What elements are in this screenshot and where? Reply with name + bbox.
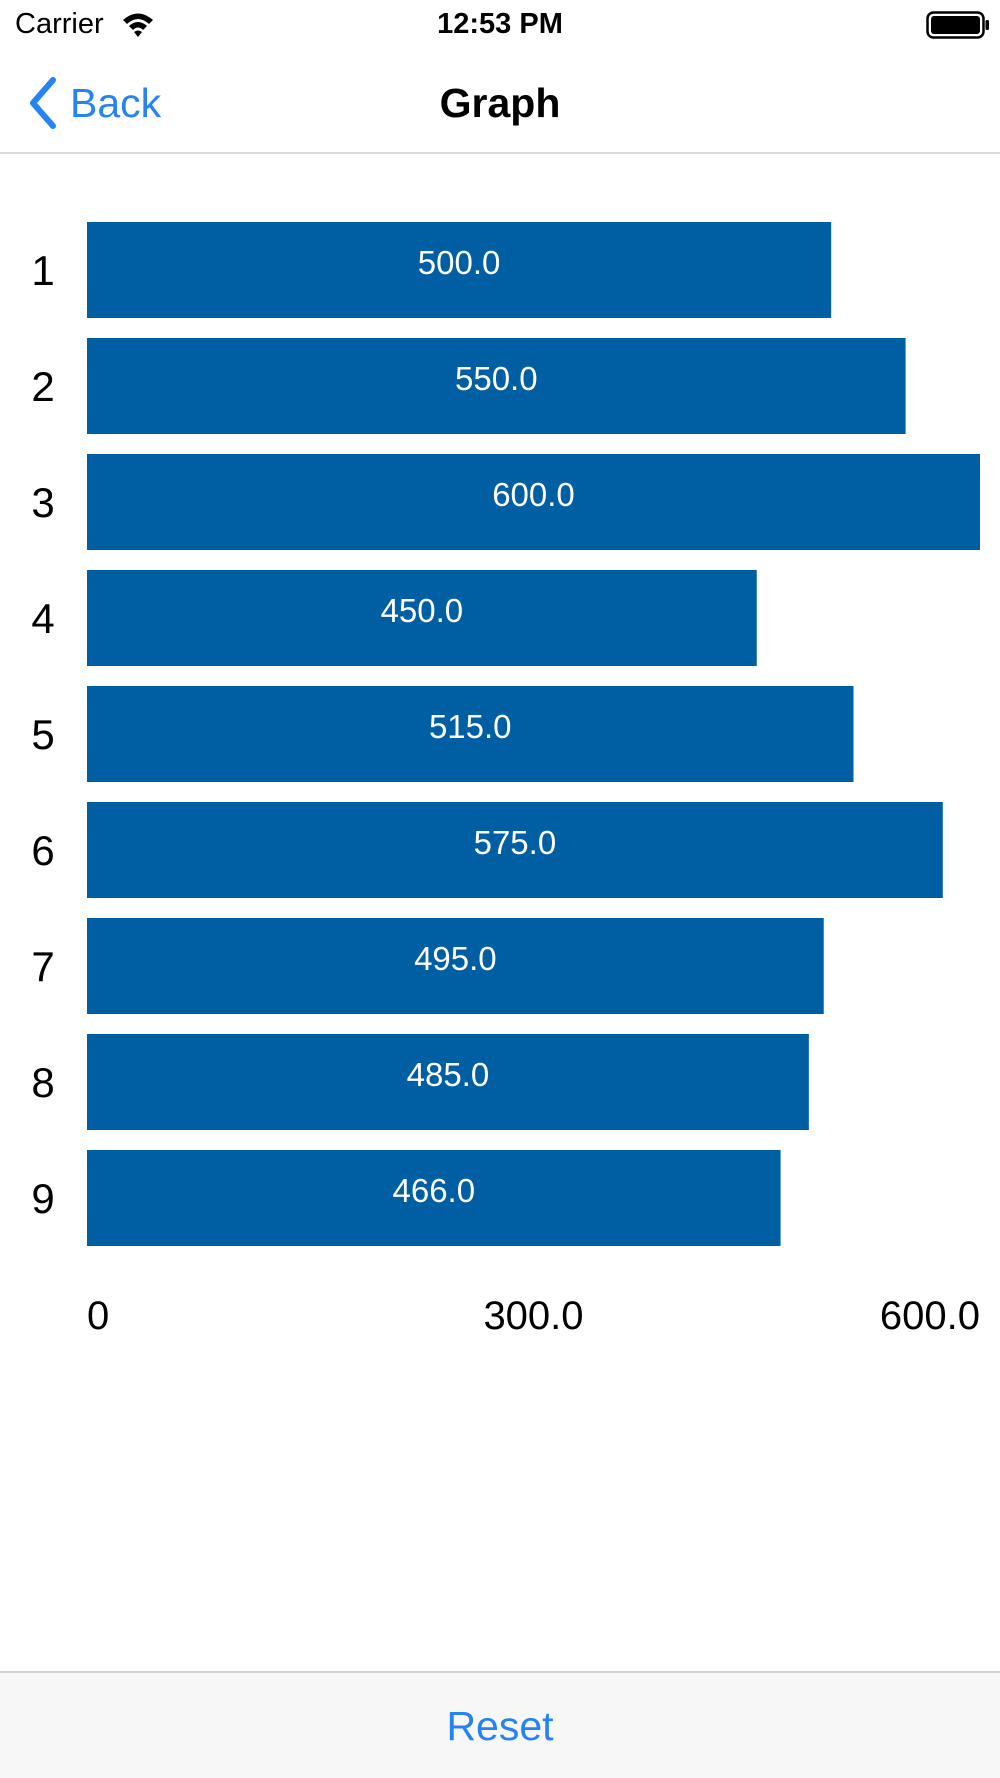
bar-value-label: 466.0 [392,1172,475,1209]
category-label: 5 [31,711,54,758]
category-label: 4 [31,595,54,642]
x-tick-label: 600.0 [880,1294,980,1338]
bar-value-label: 485.0 [407,1056,490,1093]
bar-chart-svg: 500.0 1 550.0 2 600.0 3 450.0 4 515.0 5 575.0 6 495.… [31,222,980,1338]
back-label: Back [70,79,162,126]
bar-value-label: 515.0 [429,708,512,745]
bar-4 [87,570,757,666]
bar-value-label: 500.0 [418,244,501,281]
category-label: 9 [31,1175,54,1222]
bar-9 [87,1150,781,1246]
status-time: 12:53 PM [437,8,563,40]
category-label: 8 [31,1059,54,1106]
back-button[interactable]: Back [28,76,161,130]
category-label: 1 [31,247,54,294]
bar-value-label: 600.0 [492,476,575,513]
wifi-icon [123,13,153,37]
bar-7 [87,918,824,1014]
bar-value-label: 550.0 [455,360,538,397]
page-title: Graph [439,80,561,126]
x-tick-label: 0 [87,1294,109,1338]
navigation-bar: Back Graph [0,50,1000,154]
bar-6 [87,802,943,898]
category-label: 6 [31,827,54,874]
battery-icon [926,11,989,39]
status-bar: Carrier 12:53 PM [0,0,1000,50]
bar-chart: 500.0 1 550.0 2 600.0 3 450.0 4 515.0 5 575.0 6 495.… [31,222,980,1338]
category-label: 7 [31,943,54,990]
carrier-label: Carrier [15,8,104,40]
chevron-left-icon [30,77,56,129]
bar-8 [87,1034,809,1130]
bar-1 [87,222,832,318]
reset-button[interactable]: Reset [446,1703,554,1749]
bar-value-label: 450.0 [381,592,464,629]
bar-5 [87,686,854,782]
category-label: 3 [31,479,54,526]
bar-value-label: 575.0 [474,824,557,861]
bottom-toolbar: Reset [0,1671,1000,1778]
bar-2 [87,338,906,434]
category-label: 2 [31,363,54,410]
x-tick-label: 300.0 [483,1294,583,1338]
bar-3 [87,454,980,550]
bar-value-label: 495.0 [414,940,497,977]
